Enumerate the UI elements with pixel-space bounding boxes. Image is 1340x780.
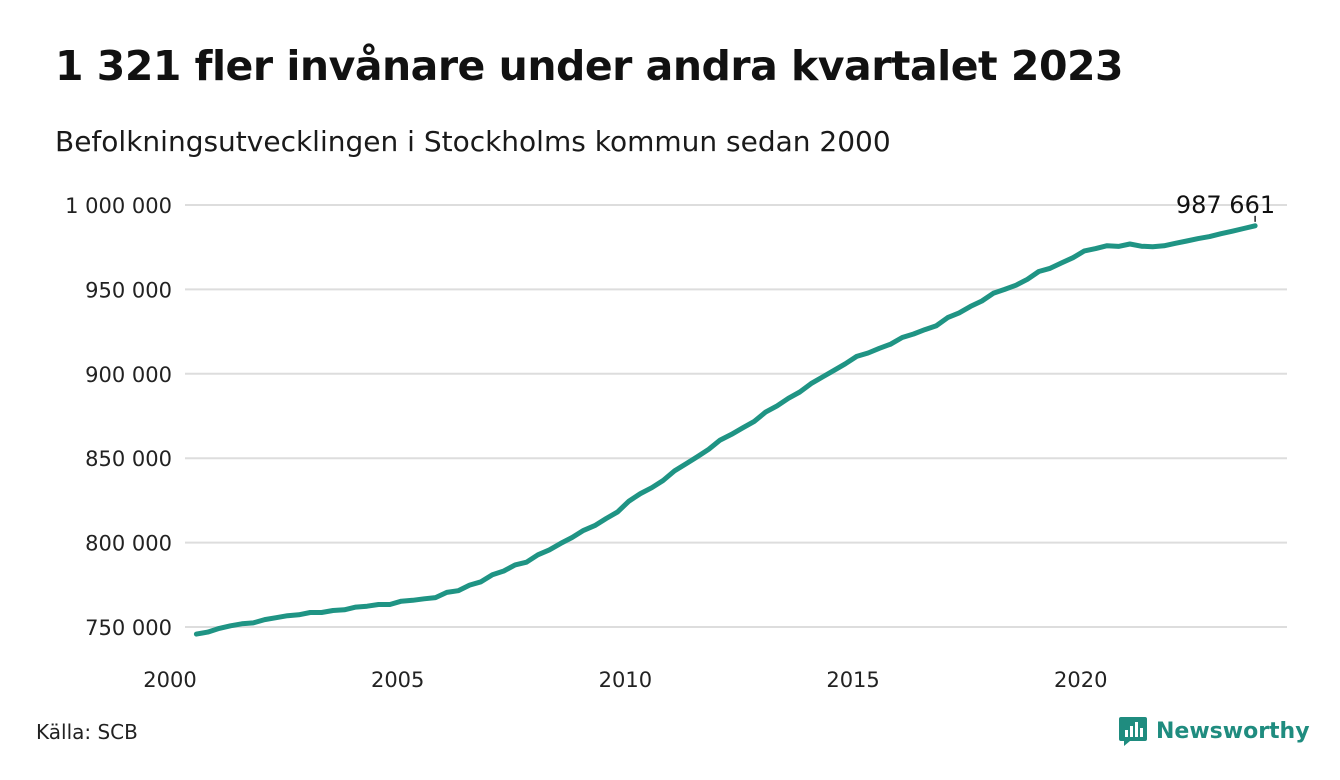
y-tick-label: 900 000	[85, 363, 172, 387]
y-axis-tick-labels: 750 000 800 000 850 000 900 000 950 000 1 000…	[65, 194, 172, 640]
newsworthy-brand-link[interactable]: Newsworthy	[1118, 714, 1310, 748]
gridlines	[185, 204, 1287, 628]
end-value-label: 987 661	[1176, 191, 1275, 219]
chart-subtitle: Befolkningsutvecklingen i Stockholms kom…	[55, 125, 891, 158]
chart-title: 1 321 fler invånare under andra kvartale…	[55, 42, 1124, 90]
x-tick-label: 2000	[143, 668, 196, 692]
y-tick-label: 750 000	[85, 616, 172, 640]
y-tick-label: 800 000	[85, 532, 172, 556]
source-note: Källa: SCB	[36, 720, 138, 744]
x-axis-tick-labels: 2000 2005 2010 2015 2020	[143, 668, 1107, 692]
newsworthy-logo-icon	[1119, 717, 1147, 746]
y-tick-label: 950 000	[85, 278, 172, 302]
y-tick-label: 850 000	[85, 447, 172, 471]
x-tick-label: 2005	[371, 668, 424, 692]
y-tick-label: 1 000 000	[65, 194, 172, 218]
newsworthy-brand-name: Newsworthy	[1156, 718, 1310, 744]
x-tick-label: 2010	[599, 668, 652, 692]
x-tick-label: 2015	[826, 668, 879, 692]
series-line	[193, 223, 1258, 637]
series-layer	[193, 223, 1258, 637]
annotation-layer: 987 661	[1176, 191, 1275, 222]
x-tick-label: 2020	[1054, 668, 1107, 692]
